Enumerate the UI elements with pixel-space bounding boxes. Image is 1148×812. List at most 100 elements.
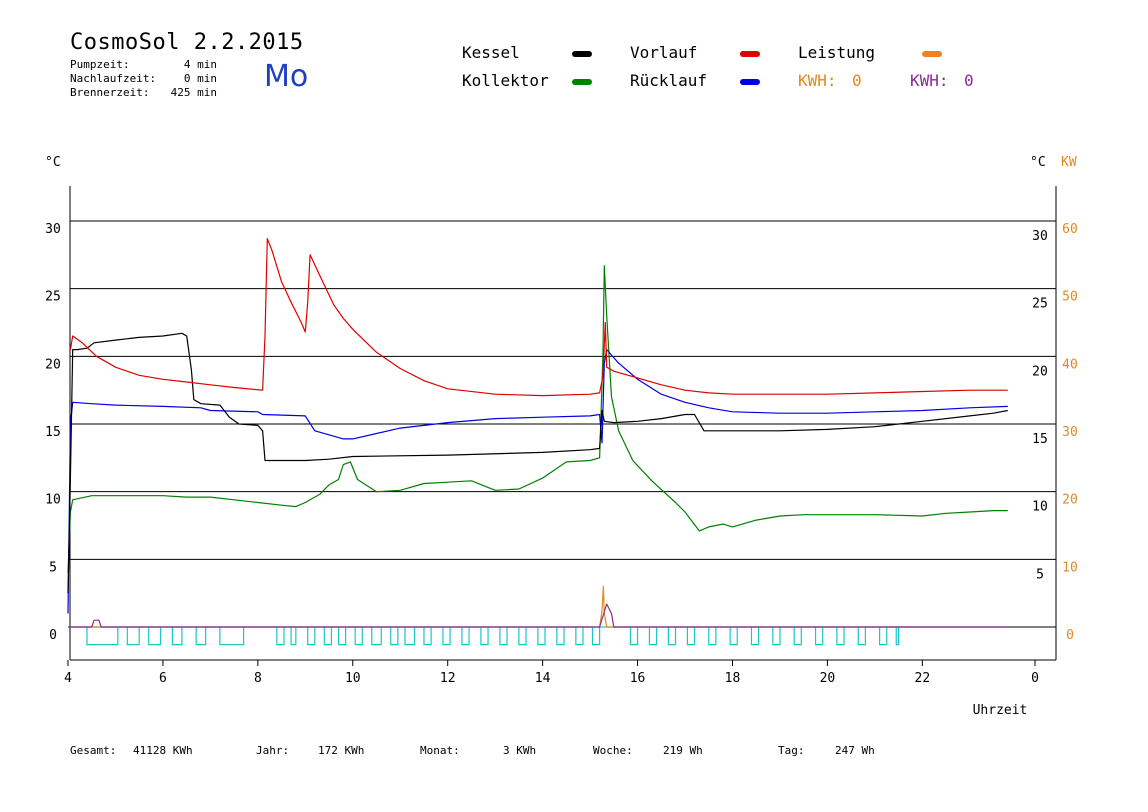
x-axis-label: Uhrzeit xyxy=(973,703,1028,718)
pump-pulse xyxy=(499,627,508,646)
pump-pulse xyxy=(648,627,658,646)
y-tick-label-kw: 60 xyxy=(1062,222,1078,237)
pump-pulse xyxy=(708,627,717,646)
pump-pulse xyxy=(148,627,162,646)
series-line-vorlauf xyxy=(69,238,1008,397)
pump-pulse xyxy=(354,627,363,646)
x-tick-label: 4 xyxy=(64,671,72,686)
pump-pulse xyxy=(857,627,866,646)
pump-pulse xyxy=(423,627,432,646)
stat-label: Pumpzeit: xyxy=(70,58,130,71)
footer-value-monat: 3 KWh xyxy=(503,744,537,757)
weekday-label: Mo xyxy=(264,59,309,94)
series-line-kollektor xyxy=(67,265,1008,573)
page-title: CosmoSol 2.2.2015 xyxy=(70,30,304,55)
y-tick-label-kw: 50 xyxy=(1062,290,1078,305)
series-line-rcklauf xyxy=(67,349,1008,614)
pump-pulse xyxy=(793,627,802,646)
footer-label-gesamt: Gesamt: xyxy=(70,744,117,757)
legend-swatch-vorlauf xyxy=(740,51,760,57)
x-tick-label: 18 xyxy=(725,671,741,686)
y-axis-unit-kw: KW xyxy=(1061,155,1077,170)
y-tick-label-kw: 40 xyxy=(1062,357,1078,372)
y-tick-label-right: 30 xyxy=(1032,229,1048,244)
y-tick-label-kw: 10 xyxy=(1062,560,1078,575)
pump-pulse xyxy=(442,627,451,646)
y-tick-label-right: 10 xyxy=(1032,500,1048,515)
kwh-value-orange: 0 xyxy=(852,71,862,90)
y-axis-unit-right: °C xyxy=(1030,155,1046,170)
pump-pulse xyxy=(404,627,416,646)
y-tick-label-left: 25 xyxy=(45,290,61,305)
pump-pulse xyxy=(814,627,824,646)
legend-swatch-ruecklauf xyxy=(740,79,760,85)
y-tick-label-left: 10 xyxy=(45,493,61,508)
footer-value-tag: 247 Wh xyxy=(835,744,875,757)
series-line-kessel xyxy=(67,332,1008,594)
y-tick-label-kw: 20 xyxy=(1062,493,1078,508)
x-tick-label: 14 xyxy=(535,671,551,686)
pump-pulse xyxy=(750,627,760,646)
pump-pulse xyxy=(729,627,738,646)
pump-pulse xyxy=(290,627,297,646)
pump-pulse xyxy=(895,627,900,646)
pump-pulse xyxy=(591,627,601,646)
footer-value-gesamt: 41128 KWh xyxy=(133,744,193,757)
pump-pulse xyxy=(556,627,565,646)
kwh-value-purple: 0 xyxy=(964,71,974,90)
legend-label-vorlauf: Vorlauf xyxy=(630,43,698,62)
legend-label-kollektor: Kollektor xyxy=(462,71,549,90)
kwh-label-orange: KWH: xyxy=(798,71,837,90)
pump-pulse xyxy=(772,627,781,646)
stat-value: 4 min xyxy=(183,58,217,71)
pump-pulse xyxy=(575,627,584,646)
x-tick-label: 10 xyxy=(345,671,361,686)
y-tick-label-left: 15 xyxy=(45,425,61,440)
pump-pulse xyxy=(195,627,207,646)
pump-pulse xyxy=(86,627,119,646)
pump-pulse xyxy=(537,627,546,646)
y-tick-label-left: 0 xyxy=(49,628,57,643)
footer-label-tag: Tag: xyxy=(778,744,805,757)
y-tick-label-right: 25 xyxy=(1032,297,1048,312)
y-tick-label-left: 30 xyxy=(45,222,61,237)
y-tick-label-right: 20 xyxy=(1032,364,1048,379)
x-tick-label: 8 xyxy=(254,671,262,686)
footer-value-jahr: 172 KWh xyxy=(318,744,365,757)
y-tick-label-right: 5 xyxy=(1036,567,1044,582)
pump-pulse xyxy=(337,627,347,646)
pump-pulse xyxy=(307,627,316,646)
y-tick-label-left: 5 xyxy=(49,560,57,575)
legend-label-kessel: Kessel xyxy=(462,43,520,62)
stat-label: Nachlaufzeit: xyxy=(70,72,157,85)
pump-pulse xyxy=(480,627,489,646)
x-tick-label: 12 xyxy=(440,671,456,686)
pump-pulse xyxy=(686,627,696,646)
footer-label-woche: Woche: xyxy=(593,744,633,757)
series-line-leistung xyxy=(68,585,1008,628)
footer-label-monat: Monat: xyxy=(420,744,460,757)
pump-pulse xyxy=(836,627,845,646)
pump-pulse xyxy=(371,627,382,646)
pump-pulse xyxy=(461,627,470,646)
stat-value: 425 min xyxy=(170,86,217,99)
legend-swatch-kollektor xyxy=(572,79,592,85)
y-tick-label-kw: 0 xyxy=(1066,628,1074,643)
pump-pulse xyxy=(390,627,399,646)
kwh-label-purple: KWH: xyxy=(910,71,949,90)
legend-label-ruecklauf: Rücklauf xyxy=(630,71,708,90)
footer-label-jahr: Jahr: xyxy=(256,744,290,757)
legend-swatch-leistung xyxy=(922,51,942,57)
stat-label: Brennerzeit: xyxy=(70,86,150,99)
legend-swatch-kessel xyxy=(572,51,592,57)
legend-label-leistung: Leistung xyxy=(798,43,876,62)
y-tick-label-left: 20 xyxy=(45,357,61,372)
pump-pulse xyxy=(667,627,677,646)
pump-pulse xyxy=(276,627,285,646)
pump-pulse xyxy=(518,627,527,646)
stat-value: 0 min xyxy=(183,72,217,85)
x-tick-label: 16 xyxy=(630,671,646,686)
pump-pulse xyxy=(629,627,639,646)
x-tick-label: 22 xyxy=(915,671,931,686)
